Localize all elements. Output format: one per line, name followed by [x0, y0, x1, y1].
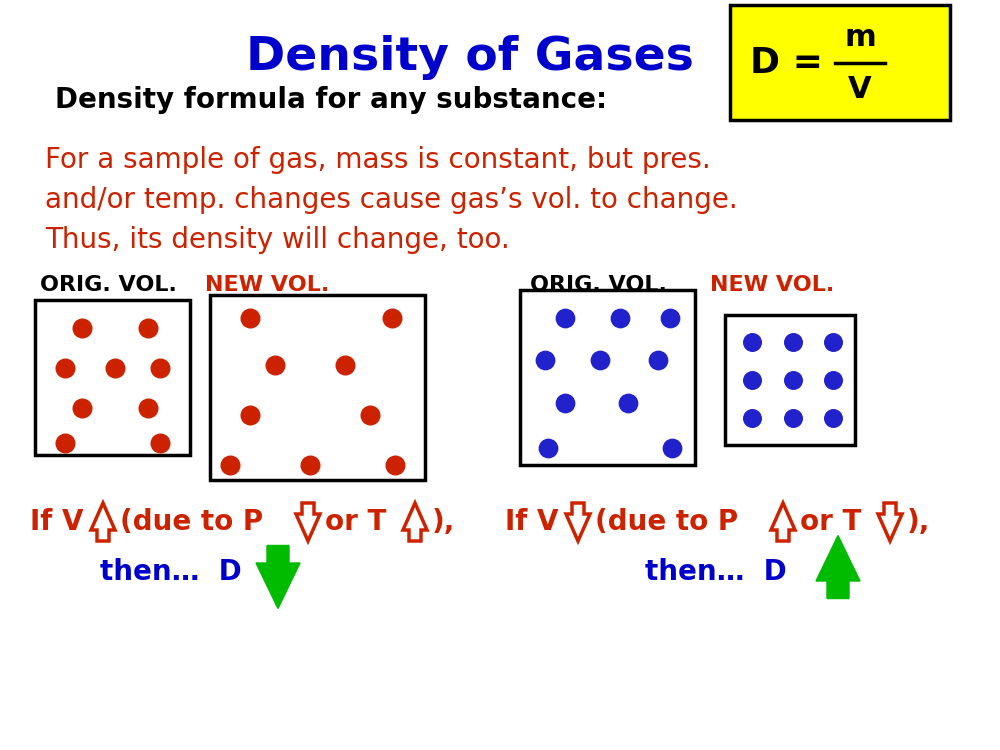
Point [785, 336, 801, 348]
Text: and/or temp. changes cause gas’s vol. to change.: and/or temp. changes cause gas’s vol. to… [45, 186, 738, 214]
Polygon shape [258, 543, 298, 601]
Point [620, 397, 636, 409]
Point [140, 402, 156, 414]
Bar [730, 5, 950, 120]
Polygon shape [403, 503, 427, 541]
Text: ORIG. VOL.: ORIG. VOL. [40, 275, 177, 295]
Point [302, 459, 318, 471]
Point [242, 409, 258, 421]
Point [592, 354, 608, 366]
Point [537, 354, 553, 366]
Point [74, 402, 90, 414]
Point [107, 362, 123, 374]
Text: V: V [848, 76, 872, 104]
Point [612, 312, 628, 324]
Bar [725, 315, 855, 445]
Point [384, 312, 400, 324]
Text: (due to P: (due to P [595, 508, 738, 536]
Bar [35, 300, 190, 455]
Point [362, 409, 378, 421]
Text: or T: or T [325, 508, 386, 536]
Text: For a sample of gas, mass is constant, but pres.: For a sample of gas, mass is constant, b… [45, 146, 711, 174]
Text: Thus, its density will change, too.: Thus, its density will change, too. [45, 226, 510, 254]
Point [152, 437, 168, 449]
Text: ORIG. VOL.: ORIG. VOL. [530, 275, 667, 295]
Point [557, 312, 573, 324]
Polygon shape [296, 503, 320, 541]
Text: then…  D: then… D [645, 558, 787, 586]
Text: (due to P: (due to P [120, 508, 263, 536]
Point [785, 374, 801, 386]
Text: ),: ), [432, 508, 455, 536]
Text: NEW VOL.: NEW VOL. [205, 275, 329, 295]
Point [825, 336, 841, 348]
Polygon shape [566, 503, 590, 541]
Point [74, 322, 90, 334]
Text: D =: D = [750, 46, 823, 80]
Polygon shape [771, 503, 795, 541]
Text: or T: or T [800, 508, 861, 536]
Polygon shape [878, 503, 902, 541]
Point [557, 397, 573, 409]
Point [650, 354, 666, 366]
Point [387, 459, 403, 471]
Text: then…  D: then… D [100, 558, 242, 586]
Text: If V: If V [30, 508, 84, 536]
Point [242, 312, 258, 324]
Text: ),: ), [907, 508, 930, 536]
Point [337, 359, 353, 371]
Text: Density of Gases: Density of Gases [246, 35, 694, 80]
Point [825, 374, 841, 386]
Polygon shape [91, 503, 115, 541]
Polygon shape [256, 545, 300, 608]
Point [57, 437, 73, 449]
Text: If V: If V [505, 508, 558, 536]
Point [267, 359, 283, 371]
Point [662, 312, 678, 324]
Point [540, 442, 556, 454]
Text: NEW VOL.: NEW VOL. [710, 275, 834, 295]
Point [664, 442, 680, 454]
Point [140, 322, 156, 334]
Point [744, 412, 760, 424]
Point [785, 412, 801, 424]
Point [825, 412, 841, 424]
Polygon shape [816, 536, 860, 598]
Point [57, 362, 73, 374]
Point [152, 362, 168, 374]
Point [744, 336, 760, 348]
Text: m: m [844, 23, 876, 52]
Bar [520, 290, 695, 465]
Text: Density formula for any substance:: Density formula for any substance: [55, 86, 607, 114]
Point [744, 374, 760, 386]
Bar [210, 295, 425, 480]
Point [222, 459, 238, 471]
